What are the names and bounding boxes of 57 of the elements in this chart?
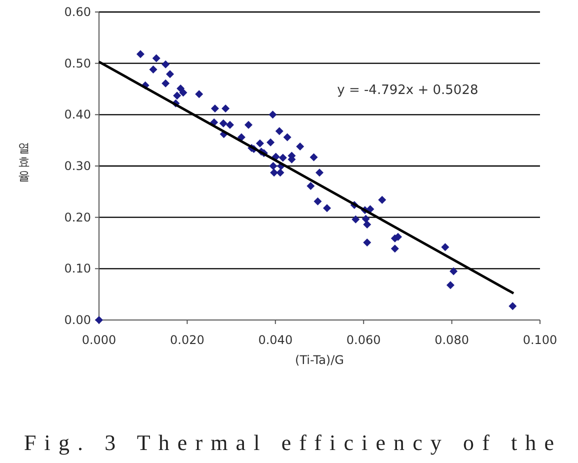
point <box>441 243 450 252</box>
point <box>378 196 386 204</box>
point <box>226 120 234 129</box>
point <box>363 238 372 246</box>
point <box>210 104 219 113</box>
caption: Fig. 3 Thermal efficiency of the <box>24 430 554 455</box>
point <box>162 79 170 88</box>
y-tick-label: 0.20 <box>64 210 91 224</box>
point <box>278 154 287 162</box>
point <box>363 220 372 229</box>
x-tick-label: 0.040 <box>258 333 293 347</box>
point <box>310 153 318 162</box>
point <box>508 302 517 310</box>
point <box>270 168 278 177</box>
point <box>275 127 284 136</box>
x-tick-label: 0.100 <box>522 333 558 347</box>
point <box>173 92 182 100</box>
point <box>136 50 144 58</box>
point <box>366 205 374 214</box>
point <box>450 267 458 276</box>
point <box>179 88 188 97</box>
point <box>195 90 204 98</box>
y-axis-title: 열효율 <box>18 141 30 183</box>
y-tick-label: 0.00 <box>64 313 91 327</box>
point <box>296 142 304 150</box>
point <box>149 65 158 74</box>
y-tick-label: 0.10 <box>64 262 91 276</box>
point <box>268 110 277 119</box>
point <box>390 244 399 253</box>
point <box>166 70 174 78</box>
point <box>276 168 284 177</box>
point <box>314 197 322 206</box>
x-tick-label: 0.000 <box>82 333 116 347</box>
x-tick-label: 0.080 <box>434 333 469 347</box>
x-tick-label: 0.020 <box>170 333 204 347</box>
y-tick-label: 0.60 <box>64 5 91 19</box>
y-tick-label: 0.50 <box>64 56 91 70</box>
point <box>256 139 264 148</box>
point <box>219 119 228 128</box>
point <box>446 281 454 290</box>
point <box>244 120 252 129</box>
point <box>306 182 315 190</box>
x-axis-title: (Ti-Ta)/G <box>295 353 344 367</box>
x-tick-label: 0.060 <box>346 333 381 347</box>
annotation: y = -4.792x + 0.5028 <box>337 83 478 98</box>
point <box>352 215 360 224</box>
point <box>162 60 170 68</box>
point <box>316 168 324 177</box>
point <box>222 104 230 113</box>
point <box>266 138 275 146</box>
point <box>362 214 370 223</box>
y-tick-label: 0.40 <box>64 108 91 122</box>
y-tick-label: 0.30 <box>64 159 91 173</box>
point <box>322 204 331 212</box>
point <box>152 54 160 62</box>
point <box>283 133 292 142</box>
point <box>269 162 278 170</box>
